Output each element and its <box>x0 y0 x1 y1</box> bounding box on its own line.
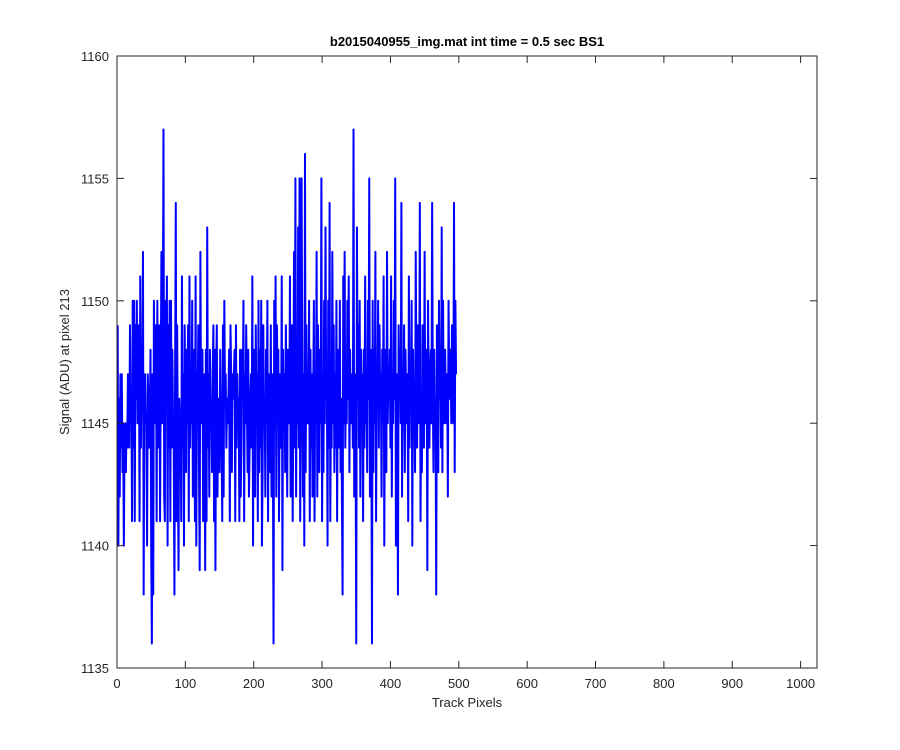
x-tick-label: 0 <box>113 676 120 691</box>
y-tick-label: 1140 <box>81 539 109 554</box>
y-axis-label: Signal (ADU) at pixel 213 <box>57 289 72 435</box>
x-tick-label: 400 <box>380 676 402 691</box>
y-tick-label: 1135 <box>81 661 109 676</box>
chart-title: b2015040955_img.mat int time = 0.5 sec B… <box>330 34 604 49</box>
y-tick-label: 1145 <box>81 416 109 431</box>
x-axis: 0 100 200 300 400 500 600 700 800 900 1000 <box>113 56 815 691</box>
x-tick-label: 600 <box>516 676 538 691</box>
x-tick-label: 300 <box>311 676 333 691</box>
y-tick-label: 1160 <box>81 49 109 64</box>
x-tick-label: 800 <box>653 676 675 691</box>
axes-box <box>116 55 818 669</box>
x-tick-label: 700 <box>585 676 607 691</box>
x-axis-label: Track Pixels <box>432 695 503 710</box>
y-tick-label: 1150 <box>81 294 109 309</box>
data-layer <box>116 128 458 645</box>
x-tick-label: 100 <box>175 676 197 691</box>
x-tick-label: 200 <box>243 676 265 691</box>
series-line <box>116 128 458 645</box>
x-tick-label: 1000 <box>786 676 815 691</box>
y-tick-label: 1155 <box>81 171 109 186</box>
y-axis: 1135 1140 1145 1150 1155 1160 <box>81 49 817 676</box>
x-tick-label: 500 <box>448 676 470 691</box>
x-tick-label: 900 <box>721 676 743 691</box>
